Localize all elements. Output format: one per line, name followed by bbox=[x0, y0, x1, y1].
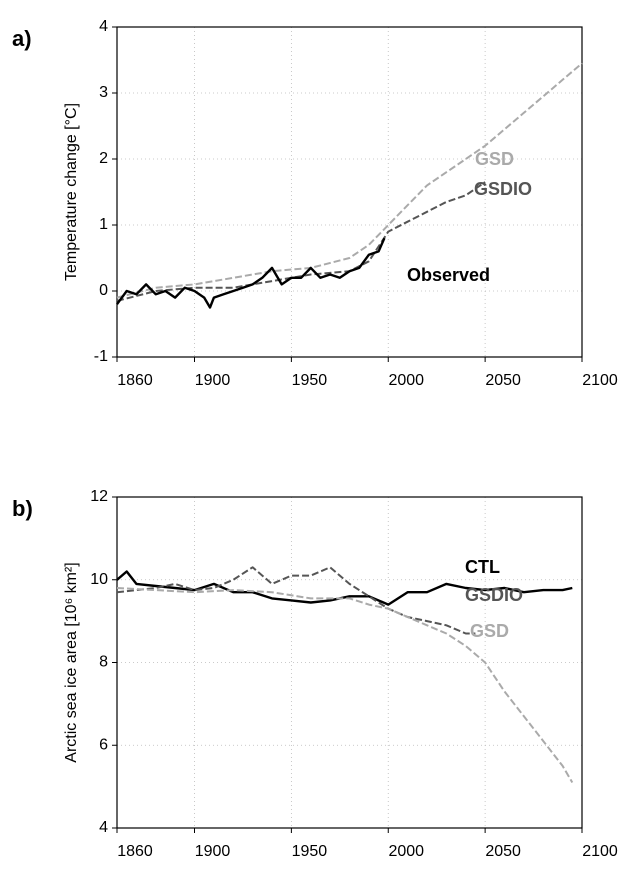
y-tick-label: 6 bbox=[99, 736, 108, 753]
panel-label: a) bbox=[12, 26, 32, 51]
y-tick-label: 4 bbox=[99, 819, 108, 836]
x-tick-label: 2000 bbox=[388, 372, 424, 389]
data-line bbox=[116, 237, 386, 309]
series-label: GSD bbox=[470, 621, 509, 641]
x-tick-label: 1950 bbox=[292, 372, 328, 389]
x-tick-label: 1900 bbox=[195, 372, 231, 389]
plot-frame bbox=[116, 496, 583, 829]
y-tick-label: 4 bbox=[99, 18, 108, 35]
data-line bbox=[116, 62, 583, 299]
series-label: GSD bbox=[475, 149, 514, 169]
y-tick-label: 1 bbox=[99, 216, 108, 233]
y-tick-label: 0 bbox=[99, 282, 108, 299]
series-label: GSDIO bbox=[474, 179, 532, 199]
series-label: GSDIO bbox=[465, 585, 523, 605]
plot-frame bbox=[116, 26, 583, 358]
data-line bbox=[116, 587, 574, 784]
y-tick-label: -1 bbox=[94, 348, 108, 365]
x-tick-label: 2100 bbox=[582, 372, 618, 389]
series-label: Observed bbox=[407, 265, 490, 285]
x-tick-label: 2100 bbox=[582, 843, 618, 860]
panel-label: b) bbox=[12, 496, 33, 521]
x-tick-label: 1860 bbox=[117, 843, 153, 860]
y-tick-label: 8 bbox=[99, 654, 108, 671]
x-tick-label: 2050 bbox=[485, 372, 521, 389]
x-tick-label: 1860 bbox=[117, 372, 153, 389]
x-tick-label: 1950 bbox=[292, 843, 328, 860]
x-tick-label: 2000 bbox=[388, 843, 424, 860]
y-axis-label: Temperature change [°C] bbox=[63, 103, 80, 281]
y-tick-label: 12 bbox=[90, 488, 108, 505]
y-tick-label: 2 bbox=[99, 150, 108, 167]
x-tick-label: 2050 bbox=[485, 843, 521, 860]
y-tick-label: 10 bbox=[90, 571, 108, 588]
y-tick-label: 3 bbox=[99, 84, 108, 101]
series-label: CTL bbox=[465, 557, 500, 577]
x-tick-label: 1900 bbox=[195, 843, 231, 860]
y-axis-label: Arctic sea ice area [10⁶ km²] bbox=[63, 562, 80, 762]
data-line bbox=[116, 566, 476, 635]
